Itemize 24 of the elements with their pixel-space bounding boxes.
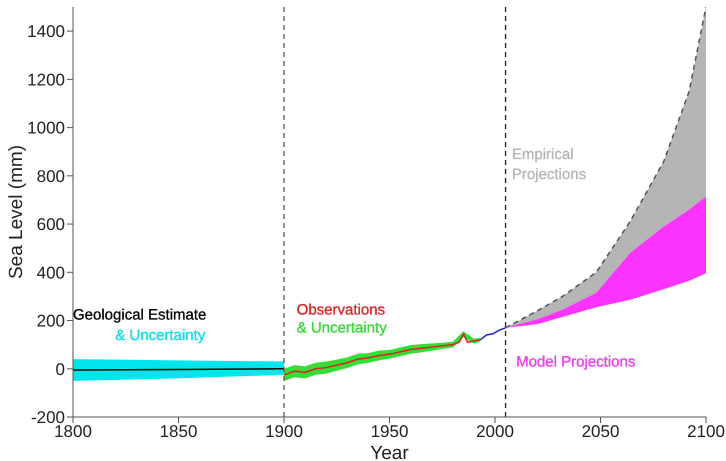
x-tick-label: 2050 bbox=[582, 422, 620, 442]
line-series bbox=[479, 327, 506, 341]
y-tick-label: 600 bbox=[36, 215, 65, 234]
x-tick-label: 1850 bbox=[160, 422, 198, 442]
y-axis-title: Sea Level (mm) bbox=[6, 144, 27, 280]
x-axis-title: Year bbox=[370, 443, 410, 461]
x-tick-label: 1800 bbox=[54, 422, 92, 442]
y-tick-label: 1000 bbox=[27, 118, 65, 138]
y-tick-label: 1400 bbox=[27, 22, 65, 42]
x-tick-label: 1950 bbox=[370, 422, 408, 442]
legend-label: Empirical Projections bbox=[512, 146, 586, 183]
y-tick-label: 1200 bbox=[27, 70, 65, 90]
y-tick-label: 800 bbox=[36, 166, 65, 186]
y-tick-label: 400 bbox=[36, 263, 65, 282]
legend-label: & Uncertainty bbox=[296, 320, 388, 337]
x-tick-label: 2100 bbox=[687, 422, 725, 442]
legend-label: Model Projections bbox=[516, 353, 636, 370]
x-tick-label: 1900 bbox=[265, 422, 303, 442]
y-tick-label: 200 bbox=[36, 312, 65, 331]
text: Geological Estimate bbox=[73, 306, 206, 324]
x-tick-label: 2000 bbox=[476, 422, 514, 442]
legend-label: & Uncertainty bbox=[115, 326, 206, 344]
text: Observations bbox=[296, 302, 386, 318]
y-tick-label: 0 bbox=[56, 360, 65, 379]
